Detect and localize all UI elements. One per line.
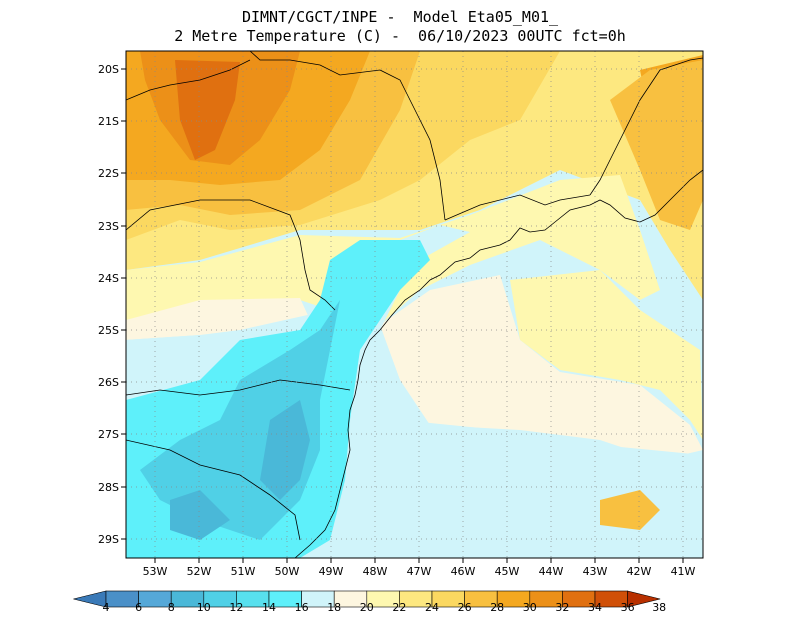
field-28-30-northeast	[610, 60, 703, 230]
lon-label-44W: 44W	[539, 565, 564, 578]
lat-label-25S: 25S	[98, 324, 119, 337]
lon-label-43W: 43W	[583, 565, 608, 578]
lat-label-21S: 21S	[98, 115, 119, 128]
lon-label-50W: 50W	[275, 565, 300, 578]
lon-label-42W: 42W	[627, 565, 652, 578]
colorbar: 4 6 8 10 12 14 16 18 20 22 24 26 28 30 32 34 36 38	[73, 590, 666, 614]
field-30-32-southeast	[600, 490, 660, 530]
map-title-line-1: DIMNT/CGCT/INPE - Model Eta05_M01_	[241, 8, 559, 26]
colorbar-label: 34	[588, 601, 602, 614]
state-border-1	[126, 199, 336, 311]
colorbar-label: 8	[168, 601, 175, 614]
state-border-6	[589, 57, 703, 196]
colorbar-segment	[105, 590, 139, 608]
field-18-20	[126, 225, 703, 558]
lat-label-27S: 27S	[98, 428, 119, 441]
lon-label-52W: 52W	[187, 565, 212, 578]
field-12-14	[170, 400, 310, 540]
state-border-5	[444, 194, 591, 221]
colorbar-label: 16	[295, 601, 309, 614]
map-title-line-2: 2 Metre Temperature (C) - 06/10/2023 00U…	[174, 27, 626, 45]
latitude-axis: 20S 21S 22S 23S 24S 25S 26S 27S 28S 29S	[98, 63, 126, 546]
lat-label-20S: 20S	[98, 63, 119, 76]
lon-label-47W: 47W	[407, 565, 432, 578]
field-22-24-sea	[510, 270, 703, 440]
lat-label-29S: 29S	[98, 533, 119, 546]
colorbar-label: 28	[490, 601, 504, 614]
lon-label-49W: 49W	[319, 565, 344, 578]
lon-label-53W: 53W	[143, 565, 168, 578]
lon-label-51W: 51W	[231, 565, 256, 578]
lon-label-45W: 45W	[495, 565, 520, 578]
field-20-22	[126, 275, 703, 460]
colorbar-label: 14	[262, 601, 276, 614]
colorbar-segment	[627, 590, 661, 608]
map-frame	[125, 50, 704, 559]
lon-label-48W: 48W	[363, 565, 388, 578]
coastlines-and-borders	[126, 51, 703, 558]
temperature-field	[126, 51, 703, 558]
longitude-axis: 53W 52W 51W 50W 49W 48W 47W 46W 45W 44W …	[143, 558, 696, 578]
field-34-36	[175, 60, 240, 160]
colorbar-segment	[73, 590, 107, 608]
colorbar-label: 32	[555, 601, 569, 614]
colorbar-label: 24	[425, 601, 439, 614]
colorbar-segment	[138, 590, 172, 608]
colorbar-label: 20	[360, 601, 374, 614]
state-border-4	[249, 51, 446, 221]
colorbar-label: 12	[229, 601, 243, 614]
state-border-7	[126, 59, 251, 101]
state-border-2	[126, 379, 351, 396]
lat-label-23S: 23S	[98, 220, 119, 233]
lat-label-26S: 26S	[98, 376, 119, 389]
lat-label-28S: 28S	[98, 481, 119, 494]
colorbar-label: 18	[327, 601, 341, 614]
colorbar-label: 4	[103, 601, 110, 614]
lat-label-22S: 22S	[98, 167, 119, 180]
colorbar-label: 6	[135, 601, 142, 614]
colorbar-label: 10	[197, 601, 211, 614]
lon-label-41W: 41W	[671, 565, 696, 578]
lat-label-24S: 24S	[98, 272, 119, 285]
colorbar-label: 38	[652, 601, 666, 614]
coastline	[294, 169, 703, 558]
colorbar-label: 26	[458, 601, 472, 614]
colorbar-label: 36	[621, 601, 635, 614]
colorbar-label: 30	[523, 601, 537, 614]
graticule	[126, 51, 703, 558]
lon-label-46W: 46W	[451, 565, 476, 578]
colorbar-label: 22	[392, 601, 406, 614]
state-border-3	[126, 439, 301, 541]
